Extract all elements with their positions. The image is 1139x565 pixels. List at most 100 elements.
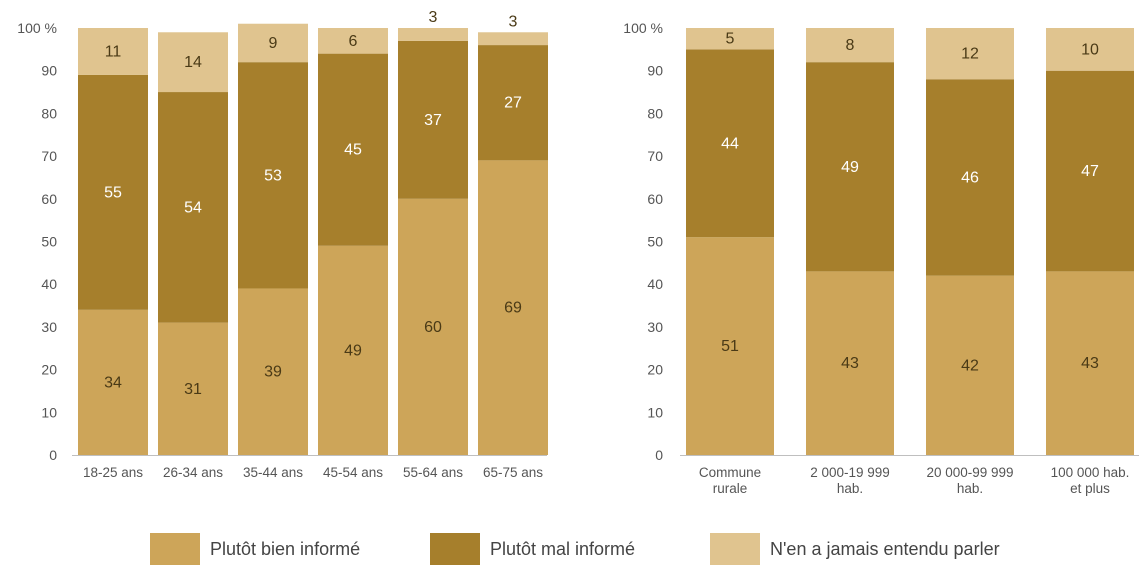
y-tick-label: 90 <box>647 63 663 79</box>
bar-segment <box>478 45 548 161</box>
data-label: 37 <box>424 112 442 129</box>
x-tick-label: hab. <box>957 481 983 496</box>
data-label: 51 <box>721 338 739 355</box>
bar-segment <box>398 28 468 41</box>
y-tick-label: 10 <box>647 404 663 420</box>
x-tick-label: 65-75 ans <box>483 465 543 480</box>
bar-segment <box>478 160 548 455</box>
y-tick-label: 70 <box>41 148 57 164</box>
y-tick-label: 100 % <box>17 20 57 36</box>
data-label: 10 <box>1081 41 1099 58</box>
x-tick-label: 55-64 ans <box>403 465 463 480</box>
y-tick-label: 60 <box>41 191 57 207</box>
y-tick-label: 20 <box>647 362 663 378</box>
bar-segment <box>78 309 148 455</box>
y-tick-label: 40 <box>41 276 57 292</box>
x-tick-label: 100 000 hab. <box>1051 465 1130 480</box>
data-label: 55 <box>104 184 122 201</box>
data-label: 8 <box>846 37 855 54</box>
x-tick-label: 2 000-19 999 <box>810 465 890 480</box>
data-label: 49 <box>841 159 859 176</box>
x-tick-label: rurale <box>713 481 748 496</box>
data-label: 5 <box>726 31 735 48</box>
legend: Plutôt bien informé <box>150 533 360 565</box>
bar-segment <box>398 198 468 456</box>
legend-swatch-jamais <box>710 533 760 565</box>
y-tick-label: 100 % <box>623 20 663 36</box>
y-tick-label: 40 <box>647 276 663 292</box>
x-tick-label: 26-34 ans <box>163 465 223 480</box>
data-label: 12 <box>961 46 979 63</box>
y-tick-label: 30 <box>647 319 663 335</box>
data-label: 53 <box>264 167 282 184</box>
data-label: 31 <box>184 381 202 398</box>
x-tick-label: 18-25 ans <box>83 465 143 480</box>
bar-segment <box>158 92 228 323</box>
bar-segment <box>806 62 894 272</box>
bar-segment <box>318 28 388 54</box>
data-label: 27 <box>504 95 522 112</box>
legend-swatch-mal <box>430 533 480 565</box>
y-tick-label: 50 <box>647 234 663 250</box>
data-label: 39 <box>264 364 282 381</box>
bar-segment <box>926 28 1014 80</box>
legend: N'en a jamais entendu parler <box>710 533 1000 565</box>
bar-segment <box>158 32 228 93</box>
data-label: 3 <box>509 13 518 30</box>
data-label: 43 <box>841 355 859 372</box>
bar-segment <box>686 49 774 238</box>
x-tick-label: Commune <box>699 465 761 480</box>
x-tick-label: hab. <box>837 481 863 496</box>
bar-segment <box>1046 70 1134 272</box>
data-label: 43 <box>1081 355 1099 372</box>
data-label: 3 <box>429 9 438 26</box>
x-tick-label: 20 000-99 999 <box>926 465 1013 480</box>
data-label: 6 <box>349 33 358 50</box>
y-tick-label: 30 <box>41 319 57 335</box>
bar-segment <box>78 28 148 75</box>
bar-segment <box>318 245 388 455</box>
bar-segment <box>926 275 1014 455</box>
bar-segment <box>686 28 774 50</box>
data-label: 46 <box>961 169 979 186</box>
bar-segment <box>806 28 894 63</box>
x-tick-label: 35-44 ans <box>243 465 303 480</box>
data-label: 44 <box>721 135 739 152</box>
data-label: 60 <box>424 319 442 336</box>
y-tick-label: 50 <box>41 234 57 250</box>
bar-segment <box>686 237 774 455</box>
data-label: 47 <box>1081 163 1099 180</box>
y-tick-label: 90 <box>41 63 57 79</box>
y-tick-label: 70 <box>647 148 663 164</box>
legend-swatch-bien <box>150 533 200 565</box>
data-label: 9 <box>269 35 278 52</box>
y-tick-label: 20 <box>41 362 57 378</box>
bar-segment <box>398 40 468 199</box>
data-label: 49 <box>344 342 362 359</box>
bar-segment <box>1046 28 1134 71</box>
y-tick-label: 0 <box>655 447 663 463</box>
x-tick-label: et plus <box>1070 481 1110 496</box>
bar-segment <box>238 62 308 289</box>
x-tick-label: 45-54 ans <box>323 465 383 480</box>
bar-segment <box>806 271 894 455</box>
y-tick-label: 0 <box>49 447 57 463</box>
data-label: 11 <box>105 43 122 60</box>
y-tick-label: 10 <box>41 404 57 420</box>
legend-label-jamais: N'en a jamais entendu parler <box>770 538 1000 559</box>
bar-segment <box>318 53 388 246</box>
data-label: 54 <box>184 199 202 216</box>
bar-segment <box>78 74 148 310</box>
data-label: 42 <box>961 357 979 374</box>
legend-label-mal: Plutôt mal informé <box>490 538 636 559</box>
legend-label-bien: Plutôt bien informé <box>210 538 361 559</box>
data-label: 14 <box>184 54 202 71</box>
bar-segment <box>478 32 548 46</box>
bar-segment <box>926 79 1014 276</box>
y-tick-label: 60 <box>647 191 663 207</box>
bar-segment <box>1046 271 1134 455</box>
legend: Plutôt mal informé <box>430 533 635 565</box>
bar-segment <box>238 288 308 455</box>
y-tick-label: 80 <box>41 105 57 121</box>
